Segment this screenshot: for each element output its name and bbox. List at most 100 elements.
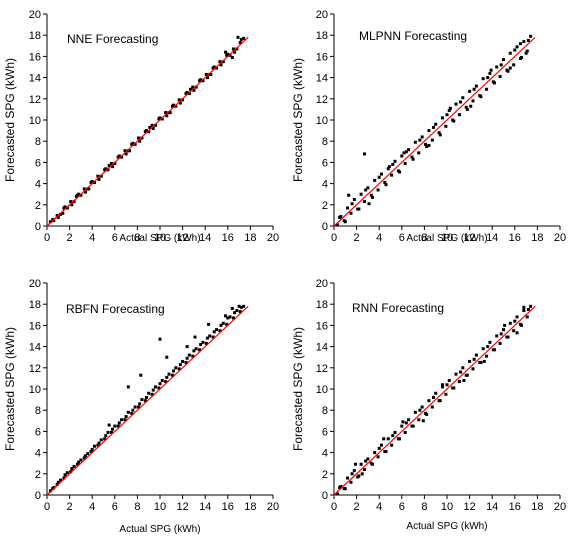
data-point xyxy=(489,68,493,72)
data-point xyxy=(479,361,483,364)
data-point xyxy=(400,424,404,428)
data-point xyxy=(235,309,239,313)
fit-line xyxy=(333,36,536,227)
data-point xyxy=(529,34,533,38)
data-point xyxy=(83,190,87,194)
data-point xyxy=(207,322,211,326)
x-axis-label: Actual SPG (kWh) xyxy=(406,233,487,244)
panel-mlpnn: 0 2 4 6 8 10 12 14 16 18 20 0 2 4 6 8 10 12 14 16 18 20 Actual… xyxy=(291,9,566,244)
data-point xyxy=(231,316,235,320)
data-point xyxy=(153,385,157,389)
y-tick-label: 14 xyxy=(29,73,41,85)
data-point xyxy=(369,193,373,197)
data-point xyxy=(492,81,496,85)
data-point xyxy=(350,202,354,206)
data-point xyxy=(151,388,155,392)
data-point xyxy=(420,135,424,139)
data-point xyxy=(379,172,383,176)
data-point xyxy=(153,123,157,127)
data-point xyxy=(420,405,424,409)
x-tick-label: 6 xyxy=(399,232,405,244)
data-point xyxy=(130,411,134,415)
data-point xyxy=(147,391,151,395)
data-point xyxy=(335,492,339,496)
y-tick-label: 14 xyxy=(316,342,328,354)
data-point xyxy=(461,96,465,100)
data-point xyxy=(471,367,475,371)
data-point xyxy=(386,167,390,171)
data-point xyxy=(221,60,225,64)
data-point xyxy=(165,114,169,118)
data-point xyxy=(520,323,524,327)
data-point xyxy=(96,174,100,178)
data-point xyxy=(164,380,168,384)
data-point xyxy=(438,133,442,137)
data-point xyxy=(120,418,124,422)
x-tick-label: 10 xyxy=(154,232,166,244)
data-point xyxy=(363,468,367,472)
data-point xyxy=(411,424,415,428)
data-point xyxy=(170,373,174,377)
y-tick-label: 16 xyxy=(29,320,41,332)
chart-title: NNE Forecasting xyxy=(67,32,158,46)
data-point xyxy=(400,154,404,158)
data-point xyxy=(194,85,198,89)
y-axis-label: Forecasted SPG (kWh) xyxy=(291,327,305,451)
data-point xyxy=(430,405,434,409)
data-point xyxy=(59,478,63,482)
data-point xyxy=(138,402,142,406)
data-point xyxy=(139,373,143,377)
y-tick-label: 2 xyxy=(35,469,41,481)
data-point xyxy=(65,471,69,475)
data-point xyxy=(198,348,202,352)
data-point xyxy=(65,206,69,210)
data-point xyxy=(111,427,115,431)
fit-line xyxy=(333,305,536,496)
data-point xyxy=(107,423,111,427)
data-point xyxy=(123,418,127,422)
data-point xyxy=(343,220,347,224)
data-point xyxy=(185,345,189,349)
data-point xyxy=(373,178,377,182)
data-point xyxy=(205,76,209,80)
data-point xyxy=(513,48,517,52)
x-tick-label: 18 xyxy=(531,501,543,513)
y-tick-label: 8 xyxy=(35,405,41,417)
data-point xyxy=(72,200,76,204)
data-point xyxy=(127,149,131,153)
data-point xyxy=(226,316,230,320)
data-point xyxy=(508,66,512,70)
data-point xyxy=(158,337,162,341)
data-point xyxy=(209,72,213,76)
data-point xyxy=(376,455,380,459)
data-point xyxy=(502,328,505,332)
data-point xyxy=(126,385,130,389)
data-point xyxy=(191,354,195,358)
data-point xyxy=(194,347,198,351)
data-point xyxy=(486,76,490,80)
y-tick-label: 4 xyxy=(35,448,41,460)
data-point xyxy=(472,87,476,91)
data-point xyxy=(445,383,449,387)
x-tick-label: 12 xyxy=(463,501,475,513)
x-tick-label: 0 xyxy=(331,501,337,513)
x-tick-label: 0 xyxy=(44,501,50,513)
data-point xyxy=(70,467,74,470)
data-point xyxy=(382,437,386,441)
data-point xyxy=(137,136,141,140)
x-tick-label: 18 xyxy=(531,232,543,244)
data-point xyxy=(212,65,216,69)
x-tick-label: 2 xyxy=(67,232,73,244)
data-point xyxy=(349,211,353,215)
data-point xyxy=(438,399,442,403)
data-point xyxy=(410,155,414,159)
data-point xyxy=(63,205,67,209)
data-point xyxy=(86,452,90,456)
y-tick-label: 12 xyxy=(316,363,328,375)
y-tick-label: 10 xyxy=(29,384,41,396)
data-point xyxy=(211,335,215,339)
data-point xyxy=(346,206,350,210)
y-tick-label: 0 xyxy=(35,221,41,233)
data-point xyxy=(56,480,60,484)
data-point xyxy=(434,391,438,395)
